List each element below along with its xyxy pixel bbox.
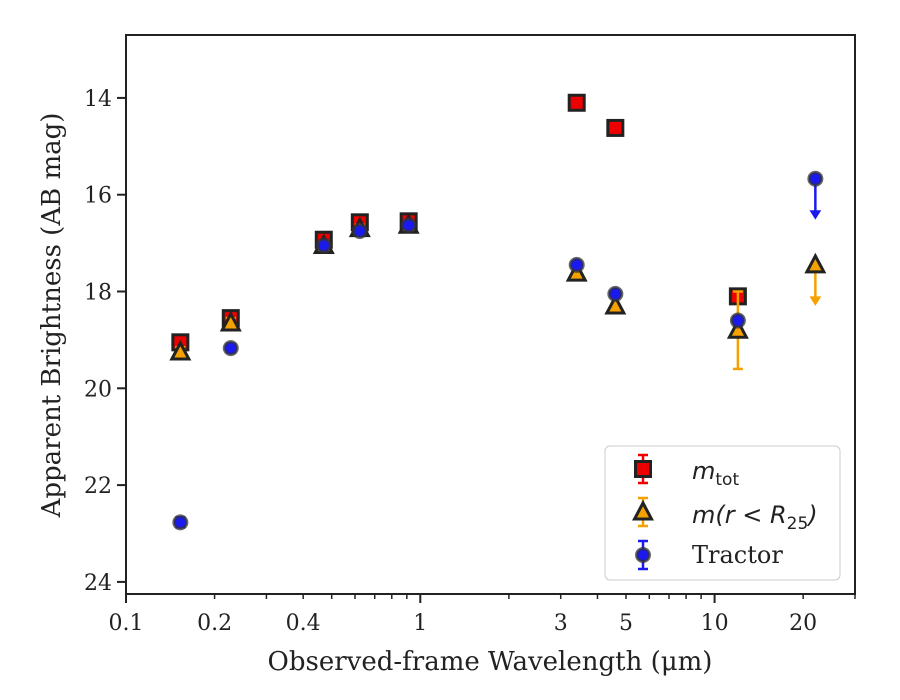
data-point-tractor [222, 340, 239, 357]
legend-markers [632, 453, 654, 571]
x-axis-label: Observed-frame Wavelength (μm) [268, 647, 713, 677]
data-point-mr25 [169, 339, 192, 361]
data-point-tractor [172, 514, 189, 531]
data-point-tractor [807, 170, 824, 187]
legend-mr25-sub: 25 [787, 514, 809, 534]
series-tractor [172, 170, 824, 531]
data-point-tractor [607, 285, 624, 302]
data-point-mtot [606, 118, 625, 137]
data-point-tractor [351, 223, 368, 240]
legend-marker-tractor [635, 547, 651, 563]
y-tick-label: 22 [84, 474, 112, 499]
plot-area [169, 93, 827, 531]
y-tick-label: 18 [84, 281, 112, 306]
legend-marker-mtot [634, 460, 652, 478]
data-point-tractor [315, 237, 332, 254]
legend-mtot-sub: tot [715, 470, 739, 490]
x-tick-label: 0.4 [286, 611, 321, 636]
legend: mtot m(r < R25) Tractor [604, 445, 841, 581]
legend-mr25-prefix: m(r < R [692, 501, 787, 529]
data-point-mr25 [726, 318, 749, 339]
legend-mr25-suffix: ) [806, 501, 817, 529]
x-tick-label: 1 [413, 611, 427, 636]
legend-label-mtot: mtot [692, 457, 739, 490]
y-axis: 14 16 18 20 22 24 [84, 87, 126, 596]
x-tick-label: 0.2 [197, 611, 232, 636]
legend-mtot-m: m [692, 457, 715, 485]
x-tick-label: 10 [701, 611, 729, 636]
x-tick-label: 20 [789, 611, 817, 636]
y-tick-label: 16 [84, 184, 112, 209]
x-tick-label: 0.1 [109, 611, 144, 636]
data-point-mr25 [219, 310, 242, 332]
y-axis-label: Apparent Brightness (AB mag) [37, 113, 67, 519]
plot-frame [125, 34, 856, 595]
y-tick-label: 14 [84, 87, 112, 112]
series-mr25 [169, 213, 827, 371]
data-point-mtot [567, 93, 586, 112]
legend-label-tractor: Tractor [692, 541, 783, 569]
y-tick-label: 24 [84, 571, 112, 596]
data-point-mr25 [804, 252, 827, 274]
legend-box [604, 445, 841, 581]
legend-marker-mr25 [632, 499, 654, 521]
y-tick-label: 20 [84, 377, 112, 402]
series-mtot [171, 93, 747, 352]
x-tick-label: 3 [554, 611, 568, 636]
legend-label-mr25: m(r < R25) [692, 501, 818, 534]
data-point-tractor [400, 217, 417, 234]
x-axis: 0.1 0.2 0.4 1 3 5 10 20 [109, 594, 856, 636]
x-tick-label: 5 [619, 611, 633, 636]
upper-limit-arrowhead [809, 210, 822, 220]
data-point-tractor [729, 312, 746, 329]
upper-limit-arrowhead [809, 296, 822, 306]
data-point-mr25 [604, 293, 627, 315]
data-point-tractor [568, 256, 585, 273]
